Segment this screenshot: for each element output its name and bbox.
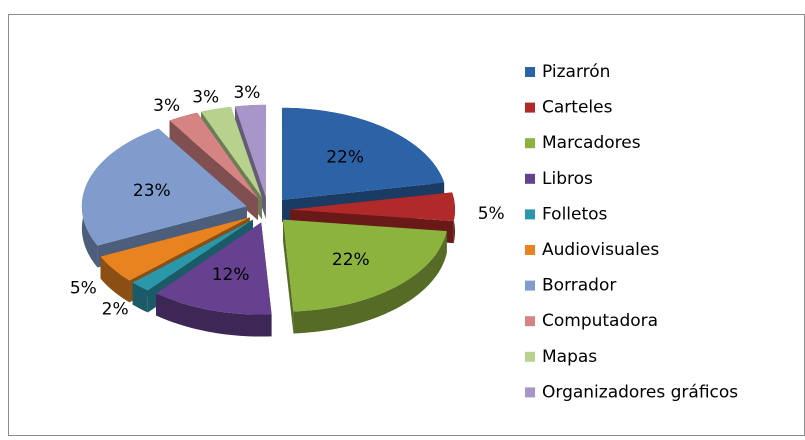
data-label: 3%	[192, 88, 219, 108]
legend-label: Carteles	[542, 98, 613, 118]
data-label: 23%	[133, 181, 171, 201]
legend-swatch	[525, 67, 535, 77]
slice-side	[169, 120, 259, 221]
slice	[169, 112, 259, 199]
slice	[100, 217, 250, 281]
legend-swatch	[525, 173, 535, 184]
slice	[282, 107, 445, 200]
data-label: 5%	[478, 204, 505, 224]
legend-swatch	[525, 138, 535, 149]
slice-wall	[156, 293, 272, 337]
data-label: 2%	[102, 299, 129, 319]
slice	[156, 222, 272, 315]
legend-label: Organizadores gráficos	[542, 382, 738, 402]
pie	[81, 104, 455, 337]
slice	[81, 128, 247, 246]
data-label: 22%	[326, 147, 364, 167]
legend-label: Marcadores	[542, 133, 641, 153]
slice	[235, 104, 266, 197]
data-label: 22%	[332, 250, 370, 270]
legend-swatch	[525, 102, 535, 113]
legend-swatch	[525, 387, 535, 398]
legend-label: Audiovisuales	[542, 240, 659, 260]
legend-label: Mapas	[542, 347, 597, 367]
slice	[201, 106, 262, 198]
slice-wall	[132, 282, 148, 313]
data-label: 3%	[153, 96, 180, 116]
legend-swatch	[525, 316, 535, 327]
legend-label: Computadora	[542, 311, 658, 331]
legend-swatch	[525, 245, 535, 255]
slice	[132, 219, 253, 291]
slice	[283, 219, 447, 312]
slice-wall	[293, 231, 447, 334]
slice-side	[132, 219, 253, 305]
legend-swatch	[525, 351, 535, 362]
legend-label: Pizarrón	[542, 62, 610, 82]
legend-label: Libros	[542, 169, 593, 189]
legend-swatch	[525, 209, 535, 220]
legend-label: Folletos	[542, 204, 608, 224]
data-label: 12%	[212, 265, 250, 285]
slice-side	[283, 219, 294, 334]
slice-wall	[100, 256, 130, 303]
data-label: 3%	[233, 83, 260, 103]
slice	[289, 192, 455, 222]
legend-swatch	[525, 280, 535, 291]
legend-label: Borrador	[542, 276, 616, 296]
data-label: 5%	[70, 279, 97, 299]
